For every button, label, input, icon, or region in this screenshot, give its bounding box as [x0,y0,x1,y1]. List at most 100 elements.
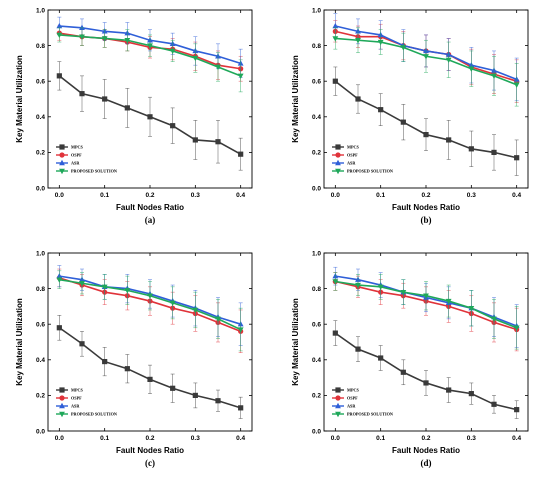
legend: MPCS OSPF ASR PROPOSED SOLUTION [56,144,117,175]
series-proposed-solution [56,27,244,93]
data-point [79,91,85,97]
data-point [400,119,406,125]
x-tick-label: 0.0 [55,192,64,199]
x-axis-title: Fault Nodes Ratio [116,446,184,455]
data-point [237,73,244,80]
y-tick-label: 0.8 [312,286,321,293]
data-point [170,385,176,391]
x-tick-label: 0.0 [331,435,340,442]
legend: MPCS OSPF ASR PROPOSED SOLUTION [56,387,117,418]
data-point [170,123,176,129]
panel-label: (c) [145,458,155,468]
legend-label: MPCS [347,145,360,150]
y-tick-label: 0.2 [36,393,45,400]
y-axis-title: Key Material Utilization [15,55,24,143]
x-tick-label: 0.3 [467,192,476,199]
data-point [215,398,221,404]
data-point [332,36,339,42]
data-point [192,392,198,398]
x-tick-label: 0.2 [145,435,154,442]
data-point [192,55,199,62]
data-point [147,43,153,49]
legend-label: OSPF [71,396,82,401]
legend-swatch-marker [59,168,65,175]
data-point [147,293,153,299]
data-point [237,327,244,333]
data-point [102,96,108,102]
legend-label: PROPOSED SOLUTION [71,169,117,174]
data-point [377,284,384,291]
legend-label: PROPOSED SOLUTION [347,169,393,174]
data-point [400,45,407,51]
y-tick-label: 0.6 [36,322,45,329]
data-point [446,137,452,143]
data-point [400,289,407,296]
legend-label: ASR [71,404,80,409]
data-point [169,300,176,307]
x-tick-label: 0.0 [331,192,340,199]
x-tick-label: 0.3 [467,435,476,442]
data-point [56,32,63,39]
data-point [400,369,406,375]
data-point [101,284,108,291]
data-point [238,405,244,411]
data-point [468,391,474,397]
data-point [491,149,497,155]
data-point [101,36,108,42]
x-tick-label: 0.2 [421,435,430,442]
series-proposed-solution [332,272,520,350]
data-point [514,407,520,413]
x-tick-label: 0.4 [512,192,521,199]
y-tick-label: 0.6 [312,322,321,329]
y-tick-label: 0.0 [312,428,321,435]
x-tick-label: 0.0 [55,435,64,442]
data-point [124,366,130,372]
data-point [513,325,520,331]
x-tick-label: 0.1 [376,435,385,442]
legend: MPCS OSPF ASR PROPOSED SOLUTION [332,387,393,418]
data-point [355,38,361,44]
y-tick-label: 0.4 [36,114,45,121]
legend-swatch-marker [335,387,341,393]
y-tick-label: 1.0 [36,7,45,14]
data-point [215,316,221,323]
legend-label: ASR [347,161,356,166]
series-mpcs [56,61,244,171]
legend-swatch-marker [59,159,65,166]
data-point [355,282,361,289]
data-point [445,298,452,305]
data-point [79,281,85,287]
y-tick-label: 0.6 [36,79,45,86]
data-point [468,66,475,72]
data-point [147,376,153,382]
legend-swatch-marker [335,411,341,418]
data-point [192,307,199,314]
data-point [378,355,384,361]
data-point [215,139,221,145]
data-point [238,151,244,157]
x-tick-label: 0.2 [145,192,154,199]
data-point [468,146,474,152]
x-tick-label: 0.1 [100,192,109,199]
data-point [124,38,131,44]
legend-label: MPCS [71,145,84,150]
legend-swatch-marker [335,402,341,409]
data-point [332,330,338,336]
panel-label: (a) [145,215,156,225]
legend-label: MPCS [347,388,360,393]
chart-panel-1: 0.0 0.2 0.4 0.6 0.8 1.0 0.0 0.1 0.2 0.3 0.4 Fault N… [15,7,253,225]
data-point [124,288,131,294]
data-point [514,155,520,161]
legend-label: OSPF [347,153,358,158]
data-point [102,358,108,365]
data-point [56,22,63,29]
data-point [56,277,63,283]
series-proposed-solution [332,27,520,107]
x-tick-label: 0.1 [376,192,385,199]
legend-label: MPCS [71,388,84,393]
y-tick-label: 0.4 [312,114,321,121]
legend-swatch-marker [335,159,341,166]
y-tick-label: 0.6 [312,79,321,86]
data-point [56,325,62,331]
legend-swatch-marker [59,395,65,401]
